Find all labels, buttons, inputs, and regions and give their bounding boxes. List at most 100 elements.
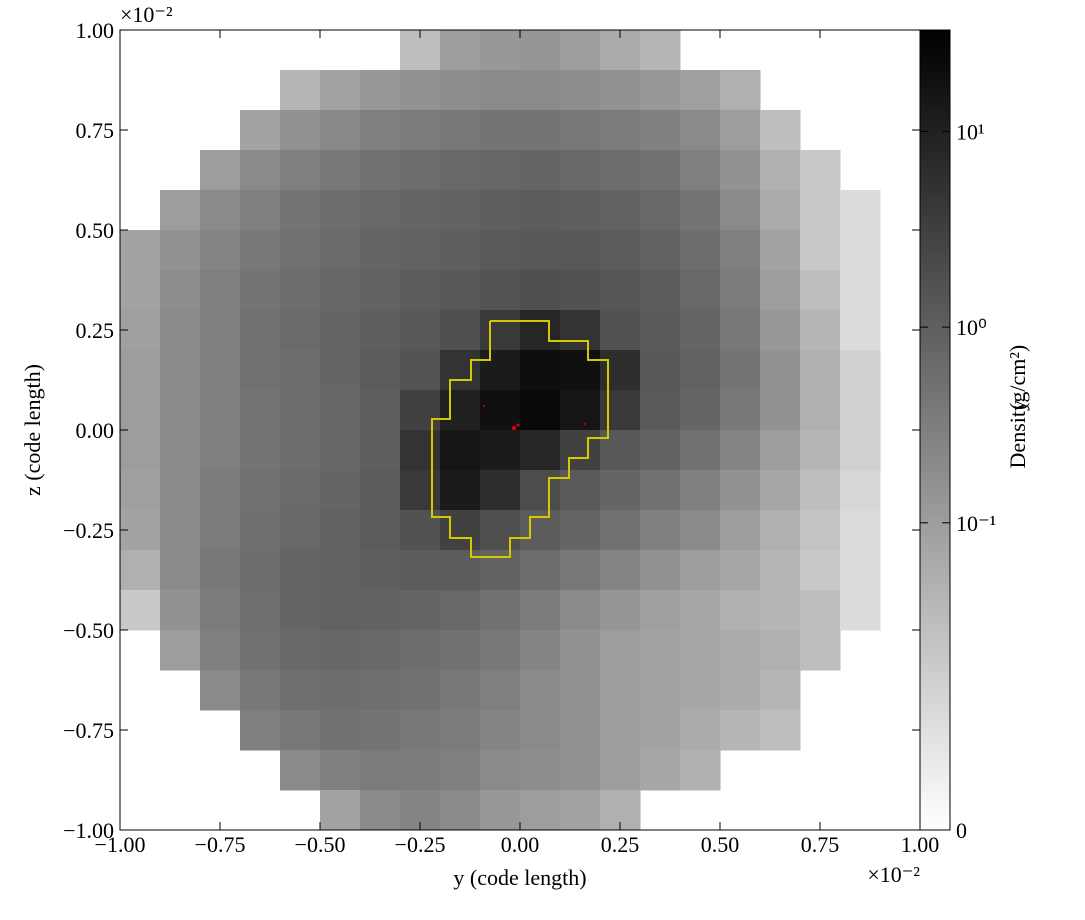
cell	[520, 790, 561, 831]
cell	[520, 550, 561, 591]
cell	[720, 430, 761, 471]
cell	[280, 230, 321, 271]
y-tick-label: 0.25	[76, 318, 115, 343]
cell	[520, 270, 561, 311]
cell	[240, 310, 281, 351]
cell	[720, 470, 761, 511]
particle	[511, 425, 517, 431]
cell	[400, 150, 441, 191]
cell	[120, 390, 161, 431]
cell	[760, 670, 801, 711]
cell	[400, 270, 441, 311]
cell	[720, 710, 761, 751]
cell	[560, 470, 601, 511]
cell	[280, 430, 321, 471]
cell	[360, 350, 401, 391]
cell	[720, 190, 761, 231]
cell	[440, 230, 481, 271]
cell	[640, 710, 681, 751]
cell	[520, 70, 561, 111]
cell	[840, 390, 881, 431]
cell	[400, 110, 441, 151]
cell	[800, 350, 841, 391]
cell	[440, 430, 481, 471]
cell	[200, 550, 241, 591]
cell	[360, 630, 401, 671]
cell	[480, 510, 521, 551]
cell	[800, 270, 841, 311]
cell	[160, 550, 201, 591]
cell	[280, 270, 321, 311]
cell	[600, 670, 641, 711]
cell	[200, 350, 241, 391]
cell	[720, 270, 761, 311]
cell	[360, 790, 401, 831]
cell	[640, 470, 681, 511]
cell	[640, 150, 681, 191]
cell	[680, 750, 721, 791]
cell	[400, 550, 441, 591]
cell	[480, 70, 521, 111]
colorbar-tick-label: 10⁰	[956, 315, 987, 340]
cell	[760, 350, 801, 391]
cell	[160, 630, 201, 671]
cell	[640, 430, 681, 471]
cell	[680, 550, 721, 591]
cell	[120, 350, 161, 391]
cell	[680, 630, 721, 671]
colorbar-unit: (g/cm²)	[1005, 345, 1030, 410]
cell	[320, 710, 361, 751]
cell	[560, 710, 601, 751]
cell	[160, 590, 201, 631]
cell	[680, 230, 721, 271]
cell	[280, 710, 321, 751]
x-offset-label: ×10⁻²	[867, 862, 920, 887]
cell	[760, 190, 801, 231]
cell	[320, 110, 361, 151]
cell	[200, 510, 241, 551]
cell	[760, 710, 801, 751]
cell	[480, 230, 521, 271]
cell	[600, 430, 641, 471]
cell	[400, 670, 441, 711]
cell	[520, 670, 561, 711]
contour	[431, 320, 609, 558]
cell	[440, 70, 481, 111]
cell	[600, 550, 641, 591]
cell	[240, 510, 281, 551]
y-tick-label: −1.00	[63, 818, 114, 843]
cell	[320, 790, 361, 831]
colorbar-tick-label: 10¹	[956, 119, 985, 144]
cell	[600, 110, 641, 151]
cell	[680, 190, 721, 231]
cell	[760, 550, 801, 591]
cell	[640, 230, 681, 271]
x-tick-label: 0.75	[801, 832, 840, 857]
cell	[440, 390, 481, 431]
cell	[520, 390, 561, 431]
x-tick-label: −0.25	[395, 832, 446, 857]
cell	[760, 470, 801, 511]
cell	[560, 390, 601, 431]
cell	[600, 470, 641, 511]
cell	[440, 670, 481, 711]
cell	[280, 550, 321, 591]
cell	[400, 430, 441, 471]
cell	[800, 630, 841, 671]
cell	[560, 150, 601, 191]
cell	[360, 190, 401, 231]
cell	[280, 630, 321, 671]
cell	[680, 110, 721, 151]
cell	[800, 550, 841, 591]
x-tick-label: −0.50	[295, 832, 346, 857]
cell	[280, 150, 321, 191]
cell	[280, 310, 321, 351]
cell	[120, 550, 161, 591]
cell	[160, 390, 201, 431]
cell	[840, 550, 881, 591]
cell	[640, 630, 681, 671]
cell	[520, 750, 561, 791]
cell	[640, 350, 681, 391]
cell	[640, 510, 681, 551]
